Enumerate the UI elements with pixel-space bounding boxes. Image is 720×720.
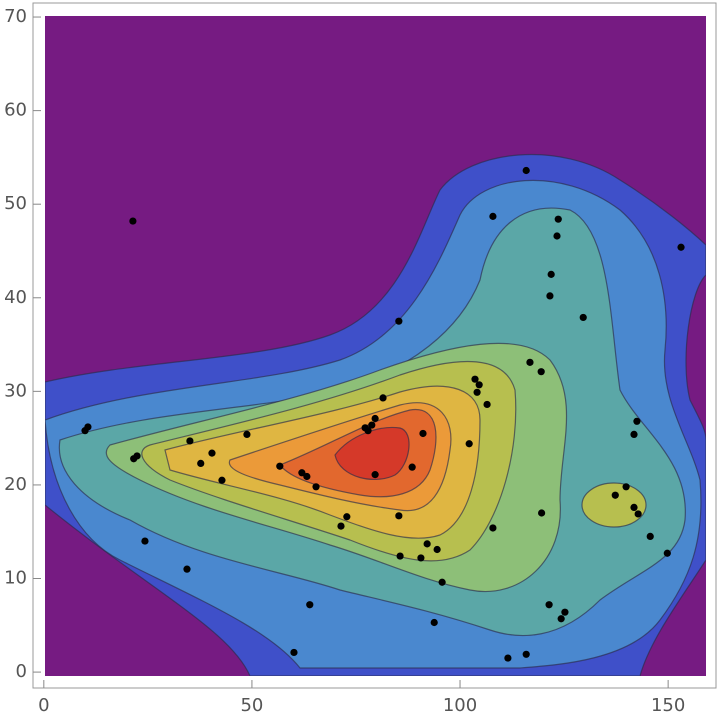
data-point [306, 601, 314, 609]
data-point [84, 423, 92, 431]
data-point [368, 421, 376, 429]
data-point [337, 522, 345, 530]
data-point [197, 459, 205, 468]
data-point [554, 215, 562, 223]
data-point [561, 608, 569, 616]
data-point [379, 394, 387, 402]
data-point [622, 483, 630, 491]
data-point [129, 217, 137, 225]
data-point [557, 615, 565, 623]
contour-level [581, 482, 647, 528]
data-point [423, 540, 431, 548]
data-point [489, 212, 497, 220]
data-point [395, 317, 403, 325]
y-tick-label: 40 [4, 287, 27, 308]
data-point [465, 440, 473, 448]
data-point [343, 513, 351, 521]
data-point [183, 565, 191, 573]
data-point [634, 510, 642, 518]
data-point [298, 469, 306, 477]
data-point [545, 601, 553, 609]
data-point [303, 472, 311, 481]
data-point [130, 455, 138, 463]
y-tick-label: 70 [4, 6, 27, 27]
data-point [290, 648, 298, 657]
data-point [522, 166, 530, 175]
data-point [433, 545, 441, 554]
y-tick-label: 30 [4, 380, 27, 401]
data-point [430, 618, 438, 627]
data-point [395, 512, 403, 520]
data-point [475, 381, 483, 389]
y-tick-label: 50 [4, 193, 27, 214]
data-point [141, 537, 149, 545]
data-point [473, 388, 481, 396]
y-tick-label: 60 [4, 100, 27, 121]
data-point [471, 375, 479, 383]
data-point [677, 243, 685, 251]
data-point [504, 654, 512, 662]
data-point [546, 292, 554, 300]
data-point [208, 449, 216, 457]
data-point [186, 437, 194, 445]
data-point [522, 650, 530, 658]
data-point [408, 463, 416, 471]
x-tick-label: 150 [651, 695, 685, 716]
data-point [646, 532, 654, 541]
data-point [419, 429, 427, 438]
data-point [489, 524, 497, 532]
data-point [243, 430, 251, 439]
plot-frame [32, 2, 717, 689]
x-tick-label: 50 [240, 695, 263, 716]
data-point [630, 430, 638, 439]
data-point [553, 232, 561, 240]
data-point [438, 578, 446, 586]
y-tick-label: 20 [4, 474, 27, 495]
data-point [526, 358, 534, 366]
x-tick-label: 0 [38, 695, 49, 716]
data-point [633, 417, 641, 425]
data-point [396, 552, 404, 560]
data-point [417, 554, 425, 562]
data-point [630, 503, 638, 511]
contour-fill [45, 16, 706, 676]
x-tick-label: 100 [443, 695, 477, 716]
data-point [537, 368, 545, 376]
data-point [663, 549, 671, 557]
data-point [276, 462, 284, 470]
y-tick-label: 0 [16, 661, 27, 682]
data-point [538, 509, 546, 517]
data-point [483, 400, 491, 409]
data-point [579, 313, 587, 322]
data-point [218, 476, 226, 484]
data-point [312, 483, 320, 491]
data-point [371, 414, 379, 423]
y-tick-label: 10 [4, 568, 27, 589]
data-point [364, 427, 372, 435]
data-point [547, 270, 555, 278]
data-point [371, 471, 379, 479]
data-point [611, 491, 619, 499]
